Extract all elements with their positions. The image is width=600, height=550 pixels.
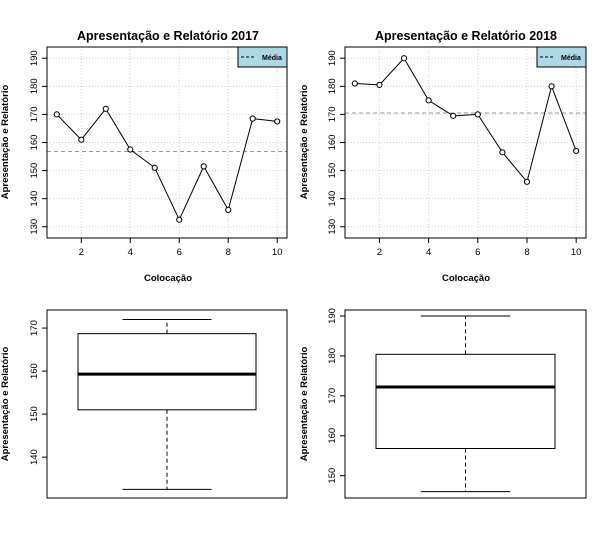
y-tick-label: 150 (29, 163, 40, 179)
series-line (56, 107, 278, 221)
line-chart-2018: Apresentação e Relatório 2018 Colocação … (299, 29, 587, 284)
y-tick-label: 140 (29, 449, 40, 465)
data-points (53, 105, 281, 223)
y-tick-label: 160 (29, 363, 40, 379)
chart-title: Apresentação e Relatório 2018 (375, 29, 557, 43)
y-axis-ticks: 150 160 170 180 190 (327, 308, 346, 484)
x-axis-label: Colocação (442, 273, 490, 284)
x-tick-label: 6 (177, 247, 182, 258)
x-tick-label: 4 (128, 247, 133, 258)
data-point (499, 149, 506, 156)
y-tick-label: 170 (29, 106, 40, 122)
boxplot-2018: Apresentação e Relatório 150 160 170 180 190 (299, 308, 587, 499)
y-tick-label: 180 (327, 348, 338, 364)
series-line (354, 57, 577, 183)
y-axis-ticks: 140 150 160 170 (29, 320, 48, 465)
y-tick-label: 150 (327, 163, 338, 179)
data-point (548, 83, 555, 90)
y-axis-ticks: 130 140 150 160 170 180 190 (327, 50, 345, 235)
y-tick-label: 160 (29, 135, 40, 151)
y-tick-label: 140 (29, 191, 40, 207)
y-tick-label: 160 (327, 428, 338, 444)
grid (47, 47, 287, 238)
y-tick-label: 190 (29, 50, 40, 66)
grid (345, 47, 586, 238)
data-point (573, 147, 580, 155)
data-point (274, 118, 281, 125)
x-axis-label: Colocação (144, 273, 192, 284)
x-tick-label: 8 (226, 247, 231, 258)
iqr-box (77, 333, 257, 411)
data-point (351, 80, 358, 87)
x-tick-label: 4 (426, 247, 431, 258)
data-point (249, 115, 256, 122)
y-tick-label: 150 (29, 406, 40, 422)
y-tick-label: 170 (327, 388, 338, 404)
y-axis-label: Apresentação e Relatório (299, 85, 310, 200)
y-tick-label: 130 (327, 219, 338, 235)
y-tick-label: 160 (327, 135, 338, 151)
y-tick-label: 180 (327, 78, 338, 94)
data-point (376, 81, 383, 89)
line-chart-2017: Apresentação e Relatório 2017 Colocação … (0, 29, 288, 284)
legend: Média (536, 46, 587, 68)
x-axis-ticks: 2 4 6 8 10 (377, 237, 582, 258)
data-point (176, 216, 183, 223)
box (77, 318, 257, 490)
data-point (53, 111, 60, 118)
data-points (351, 55, 580, 185)
legend: Média (237, 46, 288, 68)
legend-label: Média (262, 55, 282, 62)
y-tick-label: 190 (327, 308, 338, 324)
boxplot-2017: Apresentação e Relatório 140 150 160 170 (0, 309, 288, 499)
legend-box (237, 46, 288, 68)
y-axis-label: Apresentação e Relatório (0, 347, 11, 462)
data-point (474, 111, 481, 118)
x-axis-ticks: 2 4 6 8 10 (79, 237, 283, 258)
y-tick-label: 140 (327, 191, 338, 207)
data-point (425, 97, 432, 104)
y-axis-label: Apresentação e Relatório (299, 347, 310, 462)
y-tick-label: 190 (327, 50, 338, 66)
x-tick-label: 10 (272, 247, 283, 258)
legend-label: Média (561, 55, 581, 62)
iqr-box (375, 353, 556, 450)
data-point (400, 55, 408, 62)
data-point (523, 178, 531, 185)
chart-title: Apresentação e Relatório 2017 (77, 29, 259, 43)
data-point (127, 146, 134, 153)
x-tick-label: 6 (475, 247, 480, 258)
y-tick-label: 130 (29, 219, 40, 235)
data-point (450, 112, 457, 119)
legend-box (536, 46, 587, 68)
y-tick-label: 170 (29, 320, 40, 336)
x-tick-label: 2 (377, 247, 382, 258)
x-tick-label: 8 (524, 247, 529, 258)
data-point (151, 164, 158, 171)
data-point (225, 206, 232, 214)
data-point (102, 105, 109, 112)
x-tick-label: 10 (571, 247, 582, 258)
y-tick-label: 180 (29, 78, 40, 94)
y-axis-ticks: 130 140 150 160 170 180 190 (29, 50, 47, 235)
data-point (78, 136, 85, 143)
y-axis-label: Apresentação e Relatório (0, 85, 11, 200)
x-tick-label: 2 (79, 247, 84, 258)
y-tick-label: 150 (327, 468, 338, 484)
y-tick-label: 170 (327, 106, 338, 122)
data-point (200, 163, 207, 170)
box (375, 315, 556, 493)
